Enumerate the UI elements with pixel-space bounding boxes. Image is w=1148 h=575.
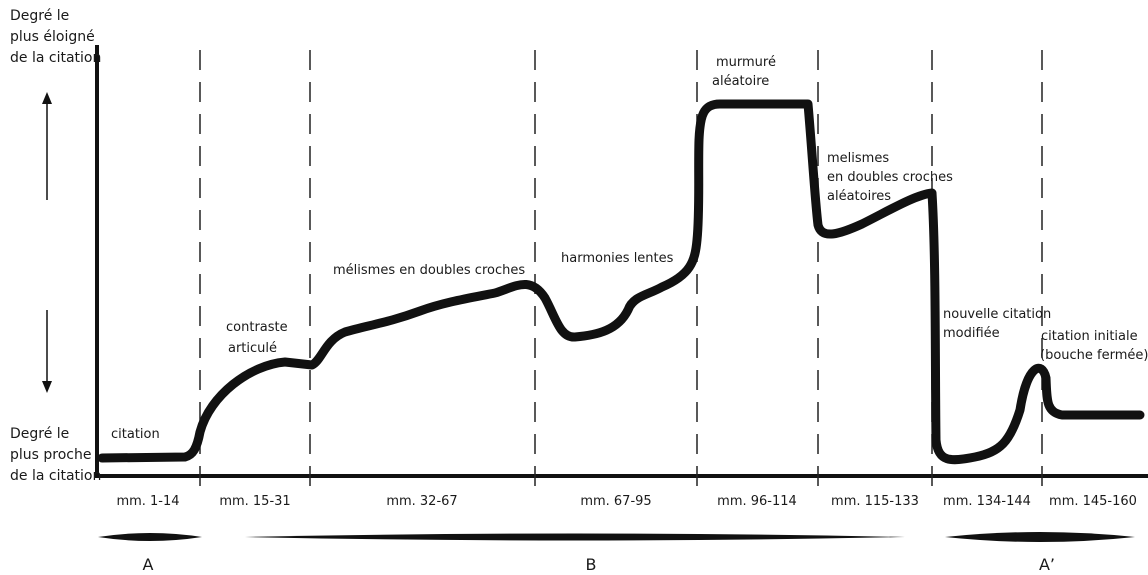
annotation-melismes-2c: aléatoires <box>827 189 891 204</box>
section-a-label: A <box>143 555 154 574</box>
annotation-initiale-1: citation initiale <box>1041 329 1138 344</box>
double-arrow-icon <box>42 92 52 393</box>
annotation-contraste-1: contraste <box>226 320 288 335</box>
annotation-melismes-1: mélismes en doubles croches <box>333 263 525 278</box>
annotation-nouvelle-1: nouvelle citation <box>943 307 1051 322</box>
bottom-axis-label-2: plus proche <box>10 447 91 463</box>
annotation-melismes-2b: en doubles croches <box>827 170 953 185</box>
annotation-nouvelle-2: modifiée <box>943 326 1000 341</box>
segment-label-8: mm. 145-160 <box>1049 494 1137 509</box>
annotation-citation: citation <box>111 427 160 442</box>
top-axis-label-3: de la citation <box>10 50 101 66</box>
section-a-prime-span <box>945 532 1135 542</box>
section-b-label: B <box>586 555 597 574</box>
segment-label-3: mm. 32-67 <box>386 494 457 509</box>
section-b-span <box>245 533 905 541</box>
segment-dividers <box>199 50 1043 490</box>
bottom-axis-label-1: Degré le <box>10 426 69 442</box>
segment-label-2: mm. 15-31 <box>219 494 290 509</box>
annotation-melismes-2a: melismes <box>827 151 889 166</box>
distance-curve <box>97 99 1145 465</box>
section-a-span <box>98 533 202 541</box>
top-axis-label-1: Degré le <box>10 8 69 24</box>
top-axis-label-2: plus éloigné <box>10 29 95 45</box>
bottom-axis-label-3: de la citation <box>10 468 101 484</box>
segment-label-6: mm. 115-133 <box>831 494 919 509</box>
annotation-initiale-2: (bouche fermée) <box>1040 348 1148 363</box>
annotation-murmure-2: aléatoire <box>712 74 769 89</box>
annotation-contraste-2: articulé <box>228 341 277 356</box>
section-a-prime-label: A’ <box>1039 555 1055 574</box>
segment-label-5: mm. 96-114 <box>717 494 797 509</box>
segment-label-1: mm. 1-14 <box>116 494 179 509</box>
segment-label-7: mm. 134-144 <box>943 494 1031 509</box>
annotation-harmonies: harmonies lentes <box>561 251 674 266</box>
annotation-murmure-1: murmuré <box>716 55 776 70</box>
segment-label-4: mm. 67-95 <box>580 494 651 509</box>
